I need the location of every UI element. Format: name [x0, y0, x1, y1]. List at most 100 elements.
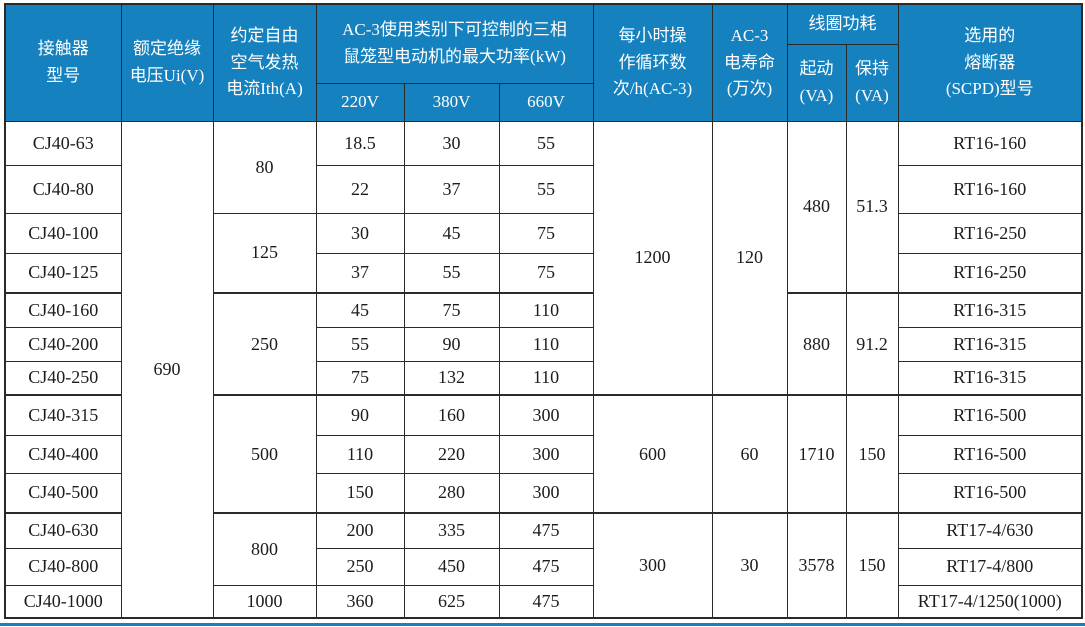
power-220v-cell: 75 — [315, 360, 405, 396]
power-220v-cell: 45 — [315, 292, 405, 328]
coil-start-cell: 3578 — [786, 512, 847, 619]
table-row: CJ40-80 22 37 55 RT16-160 — [4, 164, 1083, 214]
power-660v-cell: 475 — [498, 584, 594, 619]
power-380v-cell: 625 — [403, 584, 500, 619]
header-rated-insulation-voltage: 额定绝缘 电压Ui(V) — [120, 3, 214, 122]
power-660v-cell: 300 — [498, 394, 594, 436]
power-380v-cell: 220 — [403, 434, 500, 474]
fuse-cell: RT16-500 — [897, 434, 1083, 474]
ith-current-cell: 800 — [212, 512, 317, 586]
power-380v-cell: 45 — [403, 212, 500, 254]
spec-table-header: 接触器 型号 额定绝缘 电压Ui(V) 约定自由 空气发热 电流Ith(A) AC-3… — [4, 3, 1083, 122]
spec-table-body: CJ40-63 690 80 18.5 30 55 1200 120 480 51.3 RT16-1… — [4, 120, 1083, 619]
power-380v-cell: 37 — [403, 164, 500, 214]
table-row: CJ40-125 37 55 75 RT16-250 — [4, 252, 1083, 294]
power-220v-cell: 250 — [315, 547, 405, 586]
power-220v-cell: 110 — [315, 434, 405, 474]
power-660v-cell: 300 — [498, 434, 594, 474]
power-660v-cell: 110 — [498, 360, 594, 396]
table-row: CJ40-400 110 220 300 RT16-500 — [4, 434, 1083, 474]
fuse-cell: RT16-315 — [897, 326, 1083, 362]
table-row: CJ40-500 150 280 300 RT16-500 — [4, 472, 1083, 514]
power-220v-cell: 30 — [315, 212, 405, 254]
coil-start-cell: 1710 — [786, 394, 847, 514]
header-coil-start: 起动 (VA) — [786, 43, 847, 122]
power-380v-cell: 335 — [403, 512, 500, 549]
table-row: CJ40-800 250 450 475 RT17-4/800 — [4, 547, 1083, 586]
ith-current-cell: 500 — [212, 394, 317, 514]
coil-hold-cell: 51.3 — [845, 120, 899, 294]
ui-voltage-cell: 690 — [120, 120, 214, 619]
header-voltage-660: 660V — [498, 82, 594, 122]
table-row: CJ40-315 500 90 160 300 600 60 1710 150 RT16-500 — [4, 394, 1083, 514]
header-voltage-220: 220V — [315, 82, 405, 122]
power-380v-cell: 90 — [403, 326, 500, 362]
power-660v-cell: 475 — [498, 512, 594, 549]
power-220v-cell: 200 — [315, 512, 405, 549]
power-220v-cell: 37 — [315, 252, 405, 294]
model-cell: CJ40-100 — [4, 212, 122, 254]
fuse-cell: RT16-250 — [897, 252, 1083, 294]
power-380v-cell: 450 — [403, 547, 500, 586]
power-660v-cell: 75 — [498, 212, 594, 254]
coil-hold-cell: 91.2 — [845, 292, 899, 396]
power-660v-cell: 75 — [498, 252, 594, 294]
model-cell: CJ40-200 — [4, 326, 122, 362]
header-row: 起动 (VA) 保持 (VA) — [5, 43, 1082, 122]
coil-hold-cell: 150 — [845, 394, 899, 514]
model-cell: CJ40-630 — [4, 512, 122, 549]
table-row: CJ40-100 125 30 45 75 RT16-250 — [4, 212, 1083, 294]
model-cell: CJ40-250 — [4, 360, 122, 396]
power-380v-cell: 75 — [403, 292, 500, 328]
power-220v-cell: 18.5 — [315, 120, 405, 166]
power-220v-cell: 90 — [315, 394, 405, 436]
model-cell: CJ40-800 — [4, 547, 122, 586]
fuse-cell: RT17-4/1250(1000) — [897, 584, 1083, 619]
table-row: CJ40-1000 1000 360 625 475 RT17-4/1250(1000) — [4, 584, 1083, 619]
coil-hold-cell: 150 — [845, 512, 899, 619]
ith-current-cell: 1000 — [212, 584, 317, 619]
header-contactor-model: 接触器 型号 — [4, 3, 122, 122]
header-max-power-title: AC-3使用类别下可控制的三相 鼠笼型电动机的最大功率(kW) — [315, 3, 594, 84]
power-220v-cell: 22 — [315, 164, 405, 214]
header-fuse-model: 选用的 熔断器 (SCPD)型号 — [897, 3, 1083, 122]
table-row: CJ40-63 690 80 18.5 30 55 1200 120 480 51.3 RT16-1… — [4, 120, 1083, 619]
model-cell: CJ40-500 — [4, 472, 122, 514]
power-660v-cell: 55 — [498, 164, 594, 214]
electrical-life-cell: 30 — [711, 512, 788, 619]
coil-start-cell: 480 — [786, 120, 847, 294]
fuse-cell: RT16-315 — [897, 360, 1083, 396]
fuse-cell: RT16-160 — [897, 120, 1083, 166]
coil-start-cell: 880 — [786, 292, 847, 396]
power-220v-cell: 150 — [315, 472, 405, 514]
bottom-accent-line — [0, 623, 1085, 626]
ith-current-cell: 125 — [212, 212, 317, 294]
spec-table: 接触器 型号 额定绝缘 电压Ui(V) 约定自由 空气发热 电流Ith(A) AC-3… — [4, 3, 1083, 619]
header-operating-cycles: 每小时操 作循环数 次/h(AC-3) — [592, 3, 713, 122]
model-cell: CJ40-125 — [4, 252, 122, 294]
power-660v-cell: 110 — [498, 292, 594, 328]
power-380v-cell: 132 — [403, 360, 500, 396]
power-380v-cell: 55 — [403, 252, 500, 294]
power-380v-cell: 30 — [403, 120, 500, 166]
model-cell: CJ40-400 — [4, 434, 122, 474]
model-cell: CJ40-160 — [4, 292, 122, 328]
model-cell: CJ40-80 — [4, 164, 122, 214]
ops-cycles-cell: 600 — [592, 394, 713, 514]
fuse-cell: RT17-4/800 — [897, 547, 1083, 586]
table-row: CJ40-160 250 45 75 110 880 91.2 RT16-315 — [4, 292, 1083, 396]
power-380v-cell: 280 — [403, 472, 500, 514]
fuse-cell: RT17-4/630 — [897, 512, 1083, 549]
header-thermal-current: 约定自由 空气发热 电流Ith(A) — [212, 3, 317, 122]
power-220v-cell: 360 — [315, 584, 405, 619]
header-coil-consumption: 线圈功耗 — [786, 3, 899, 45]
model-cell: CJ40-315 — [4, 394, 122, 436]
ith-current-cell: 250 — [212, 292, 317, 396]
electrical-life-cell: 60 — [711, 394, 788, 514]
model-cell: CJ40-1000 — [4, 584, 122, 619]
model-cell: CJ40-63 — [4, 120, 122, 166]
fuse-cell: RT16-315 — [897, 292, 1083, 328]
ith-current-cell: 80 — [212, 120, 317, 214]
ops-cycles-cell: 300 — [592, 512, 713, 619]
power-660v-cell: 55 — [498, 120, 594, 166]
